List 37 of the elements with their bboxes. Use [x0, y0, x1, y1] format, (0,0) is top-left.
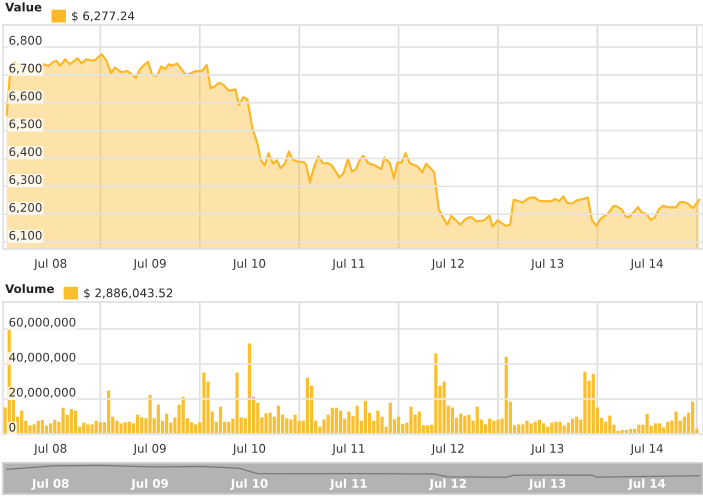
x-tick-label: Jul 08 — [34, 444, 66, 456]
y-tick-label: 6,200 — [9, 202, 42, 214]
x-tick-label: Jul 13 — [530, 258, 564, 270]
y-tick-label: 6,700 — [9, 64, 42, 74]
x-tick-label: Jul 12 — [431, 258, 464, 270]
y-tick-label: 40,000,000 — [9, 352, 76, 363]
legend-title: Value — [5, 2, 42, 12]
x-tick-label: Jul 14 — [630, 258, 663, 270]
y-tick-label: 0 — [9, 422, 16, 432]
legend-label: $ 2,886,043.52 — [84, 288, 172, 299]
x-tick-label: Jul 11 — [332, 258, 364, 270]
y-tick-label: 6,100 — [9, 230, 42, 241]
y-tick-label: 6,800 — [9, 36, 42, 46]
y-tick-label: 6,600 — [9, 92, 42, 102]
x-tick-label: Jul 12 — [431, 444, 464, 456]
x-tick-label: Jul 08 — [31, 478, 69, 490]
y-tick-label: 6,300 — [9, 175, 42, 186]
x-tick-label: Jul 10 — [230, 478, 268, 490]
y-tick-label: 6,400 — [9, 147, 42, 158]
x-tick-label: Jul 13 — [528, 478, 566, 490]
x-tick-label: Jul 14 — [628, 478, 666, 490]
legend-title: Volume — [5, 284, 54, 294]
x-tick-label: Jul 11 — [330, 478, 367, 490]
x-tick-label: Jul 10 — [232, 444, 266, 456]
x-tick-label: Jul 13 — [530, 444, 564, 456]
x-tick-label: Jul 14 — [630, 444, 663, 456]
y-tick-label: 20,000,000 — [9, 388, 76, 398]
x-tick-label: Jul 12 — [428, 478, 466, 490]
y-tick-label: 6,500 — [9, 119, 42, 130]
y-tick-label: 60,000,000 — [9, 318, 76, 328]
legend-label: $ 6,277.24 — [72, 11, 134, 22]
x-tick-label: Jul 11 — [332, 444, 364, 456]
x-tick-label: Jul 10 — [232, 258, 266, 270]
x-tick-label: Jul 08 — [34, 258, 66, 270]
x-tick-label: Jul 09 — [130, 478, 168, 490]
x-tick-label: Jul 09 — [132, 444, 166, 456]
x-tick-label: Jul 09 — [132, 258, 166, 270]
